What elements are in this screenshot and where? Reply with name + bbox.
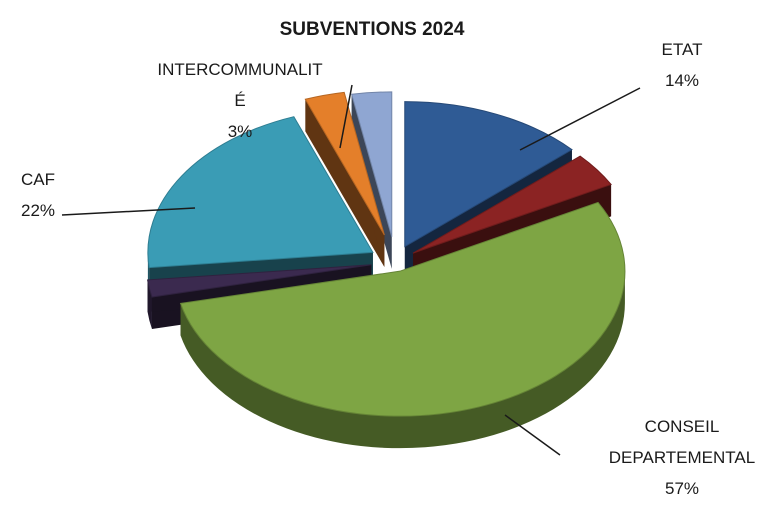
- slice-percent-label: 3%: [228, 122, 253, 141]
- slice-category-label: DEPARTEMENTAL: [609, 448, 755, 467]
- slice-category-label: CONSEIL: [645, 417, 720, 436]
- pie-slice-6: [350, 91, 393, 238]
- pie-slice-1: [412, 155, 612, 254]
- leader-line-2: [504, 414, 561, 456]
- slice-percent-label: 14%: [665, 71, 699, 90]
- pie-slice-0-etat: [404, 101, 573, 248]
- slice-percent-label: 57%: [665, 479, 699, 498]
- leader-line-0: [519, 87, 641, 151]
- pie-slice-2-conseil-departemental: [179, 201, 626, 417]
- pie-slice-3: [146, 264, 372, 298]
- slice-3-outer-wall-0: [147, 279, 152, 330]
- slice-category-label: INTERCOMMUNALIT: [157, 60, 322, 79]
- slice-category-label: É: [234, 91, 245, 110]
- leader-line-4: [61, 207, 196, 216]
- slice-category-label: CAF: [21, 170, 55, 189]
- slice-5-radial-wall-0: [305, 99, 385, 268]
- leader-line-5: [339, 84, 353, 149]
- slice-category-label: ETAT: [662, 40, 703, 59]
- pie-slice-5-intercommunalit-: [304, 91, 385, 236]
- chart-title: SUBVENTIONS 2024: [280, 19, 465, 40]
- slice-2-outer-wall-0: [180, 271, 625, 449]
- pie-slice-4-caf: [147, 116, 374, 269]
- slice-percent-label: 22%: [21, 201, 55, 220]
